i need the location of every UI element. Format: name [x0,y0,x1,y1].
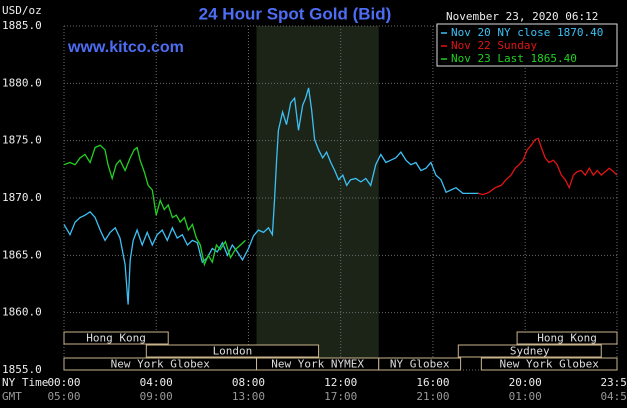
y-tick-label: 1865.0 [2,248,42,261]
price-line [63,87,479,305]
gmt-tick-label: 04:59 [600,390,627,403]
session-label: London [213,345,253,358]
y-tick-label: 1875.0 [2,134,42,147]
gmt-tick-label: 01:00 [509,390,542,403]
gmt-tick-label: 21:00 [416,390,449,403]
gmt-tick-label: 05:00 [47,390,80,403]
x-row-label: GMT [2,390,22,403]
chart-title: 24 Hour Spot Gold (Bid) [199,4,392,23]
session-label: Hong Kong [86,332,146,345]
session-box [378,357,462,371]
y-tick-label: 1870.0 [2,191,42,204]
timestamp: November 23, 2020 06:12 [446,10,598,23]
legend-label: Nov 20 NY close 1870.40 [451,26,603,39]
session-box [516,331,618,345]
session-label: New York Globex [111,358,211,371]
session-label: New York Globex [500,358,600,371]
x-tick-label: 08:00 [232,376,265,389]
y-tick-label: 1855.0 [2,363,42,376]
y-tick-label: 1885.0 [2,19,42,32]
gmt-tick-label: 13:00 [232,390,265,403]
y-tick-label: 1860.0 [2,306,42,319]
session-label: NY Globex [390,358,450,371]
x-row-label: NY Time [2,376,48,389]
x-tick-label: 20:00 [509,376,542,389]
session-box [457,344,602,358]
y-tick-label: 1880.0 [2,76,42,89]
session-box [63,331,169,345]
legend-label: Nov 22 Sunday [451,39,537,52]
session-box [145,344,320,358]
x-tick-label: 16:00 [416,376,449,389]
session-box [480,357,618,371]
gmt-tick-label: 09:00 [140,390,173,403]
y-unit: USD/oz [2,4,42,17]
session-label: Sydney [510,345,550,358]
x-tick-label: 04:00 [140,376,173,389]
x-tick-label: 12:00 [324,376,357,389]
gmt-tick-label: 17:00 [324,390,357,403]
session-label: New York NYMEX [271,358,364,371]
watermark: www.kitco.com [67,39,184,56]
price-line [477,137,618,196]
legend-label: Nov 23 Last 1865.40 [451,52,577,65]
price-line [63,144,246,267]
legend-box [436,23,618,67]
x-tick-label: 00:00 [47,376,80,389]
x-tick-label: 23:59 [600,376,627,389]
session-label: Hong Kong [537,332,597,345]
